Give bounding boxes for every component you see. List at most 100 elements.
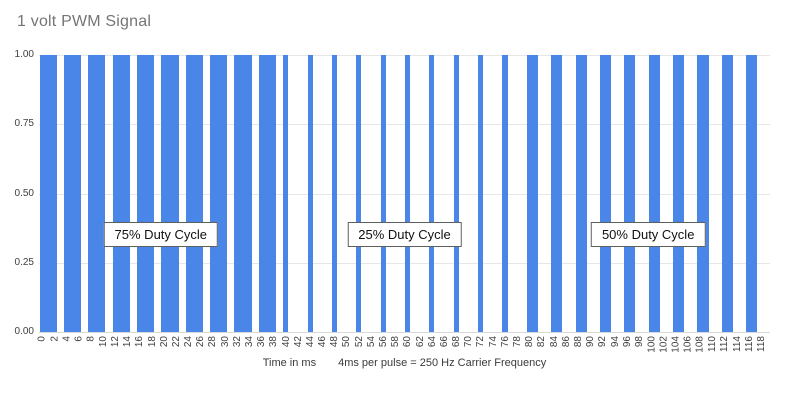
pwm-pulse-bar xyxy=(429,55,435,332)
x-axis-tick-label: 96 xyxy=(621,336,633,348)
x-axis-tick-label: 82 xyxy=(536,336,548,348)
x-axis-tick-label: 70 xyxy=(463,336,475,348)
pwm-pulse-bar xyxy=(283,55,289,332)
x-axis-tick-label: 16 xyxy=(134,336,146,348)
x-axis-tick-label: 68 xyxy=(451,336,463,348)
pwm-pulse-bar xyxy=(746,55,758,332)
x-axis-tick-label: 112 xyxy=(719,336,731,352)
x-axis-tick-label: 106 xyxy=(682,336,694,353)
x-axis-tick-label: 98 xyxy=(634,336,645,348)
x-axis-tick-label: 102 xyxy=(658,336,670,353)
duty-cycle-annotation: 50% Duty Cycle xyxy=(590,222,706,247)
pwm-pulse-bar xyxy=(161,55,179,332)
x-axis-tick-label: 14 xyxy=(122,336,134,348)
x-axis-tick-label: 74 xyxy=(487,336,499,348)
x-axis-tick-label: 26 xyxy=(195,336,207,348)
x-axis-tick-label: 42 xyxy=(292,336,304,348)
pwm-pulse-bar xyxy=(673,55,685,332)
x-axis-baseline xyxy=(39,332,770,333)
x-axis-tick-label: 22 xyxy=(171,336,183,348)
x-axis-tick-label: 28 xyxy=(207,336,219,348)
x-axis-tick-label: 80 xyxy=(524,336,536,348)
x-axis-tick-label: 114 xyxy=(731,336,743,352)
x-axis-tick-label: 76 xyxy=(500,336,511,348)
pwm-pulse-bar xyxy=(478,55,484,332)
x-axis-tick-label: 52 xyxy=(353,336,365,348)
x-axis-tick-label: 2 xyxy=(49,336,61,342)
pwm-pulse-bar xyxy=(405,55,411,332)
pwm-pulse-bar xyxy=(210,55,228,332)
pwm-pulse-bar xyxy=(88,55,106,332)
x-axis-tick-label: 38 xyxy=(268,336,280,348)
y-axis-tick-label: 0.00 xyxy=(14,326,34,337)
x-axis-tick-label: 64 xyxy=(426,336,438,348)
pwm-pulse-bar xyxy=(380,55,386,332)
pwm-pulse-bar xyxy=(502,55,508,332)
x-axis-tick-label: 44 xyxy=(305,336,317,348)
x-axis-tick-label: 34 xyxy=(244,336,256,348)
x-axis-tick-label: 18 xyxy=(146,336,158,348)
x-axis-tick-label: 66 xyxy=(439,336,451,348)
x-axis-tick-label: 10 xyxy=(98,336,109,348)
x-axis-tick-label: 94 xyxy=(609,336,621,348)
x-axis-tick-label: 20 xyxy=(158,336,170,348)
pwm-pulse-bar xyxy=(307,55,313,332)
pwm-pulse-bar xyxy=(575,55,587,332)
pwm-pulse-bar xyxy=(453,55,459,332)
y-axis-tick-label: 0.50 xyxy=(14,187,34,199)
chart-title: 1 volt PWM Signal xyxy=(17,13,152,30)
x-axis-tick-label: 104 xyxy=(670,336,682,353)
x-axis-tick-label: 60 xyxy=(402,336,414,348)
x-axis-tick-label: 40 xyxy=(280,336,292,348)
x-axis-tick-label: 58 xyxy=(390,336,402,348)
x-axis-tick-label: 54 xyxy=(366,336,377,348)
pwm-pulse-bar xyxy=(39,55,57,332)
y-axis-tick-label: 1.00 xyxy=(14,49,34,60)
x-axis-tick-label: 12 xyxy=(110,336,122,348)
x-axis-tick-label: 4 xyxy=(61,336,73,342)
x-axis-tick-label: 62 xyxy=(414,336,426,348)
pwm-pulse-bar xyxy=(258,55,277,332)
x-axis-tick-label: 48 xyxy=(329,336,341,348)
gridline xyxy=(39,193,770,195)
x-axis-tick-label: 118 xyxy=(755,336,767,352)
pwm-pulse-bar xyxy=(526,55,538,332)
y-axis-tick-label: 0.25 xyxy=(14,256,34,268)
x-axis-tick-label: 50 xyxy=(341,336,353,348)
gridline xyxy=(39,262,770,264)
x-axis-tick-label: 8 xyxy=(85,336,97,342)
pwm-pulse-bar xyxy=(331,55,337,332)
x-axis-tick-label: 100 xyxy=(646,336,658,353)
gridline xyxy=(39,55,770,56)
pwm-pulse-bar xyxy=(648,55,660,332)
x-axis-tick-label: 46 xyxy=(317,336,329,348)
x-axis-tick-label: 92 xyxy=(597,336,609,348)
pwm-pulse-bar xyxy=(721,55,733,332)
x-axis-tick-label: 24 xyxy=(183,336,195,348)
x-axis-tick-label: 36 xyxy=(256,336,268,348)
x-axis-tick-label: 6 xyxy=(73,336,85,342)
x-axis-tick-label: 56 xyxy=(378,336,390,348)
y-axis-tick-label: 0.75 xyxy=(14,118,34,130)
pwm-pulse-bar xyxy=(234,55,252,332)
pwm-pulse-bar xyxy=(624,55,636,332)
x-axis-tick-label: 108 xyxy=(694,336,706,353)
x-axis-tick-label: 84 xyxy=(548,336,560,348)
x-axis-tick-label: 30 xyxy=(219,336,231,348)
gridline xyxy=(39,124,770,126)
x-axis-title: Time in ms 4ms per pulse = 250 Hz Carrie… xyxy=(39,357,770,369)
pwm-pulse-bar xyxy=(356,55,362,332)
x-axis-tick-label: 88 xyxy=(573,336,585,348)
duty-cycle-annotation: 25% Duty Cycle xyxy=(347,222,462,247)
x-axis-title-time: Time in ms xyxy=(262,357,317,369)
x-axis-tick-label: 78 xyxy=(512,336,524,348)
pwm-pulse-bar xyxy=(185,55,203,332)
pwm-pulse-bar xyxy=(112,55,130,332)
x-axis-tick-label: 90 xyxy=(585,336,597,348)
pwm-pulse-bar xyxy=(599,55,612,332)
x-axis-tick-label: 0 xyxy=(37,336,48,342)
x-axis-title-frequency: 4ms per pulse = 250 Hz Carrier Frequency xyxy=(338,357,547,369)
x-axis-tick-label: 116 xyxy=(743,336,755,352)
